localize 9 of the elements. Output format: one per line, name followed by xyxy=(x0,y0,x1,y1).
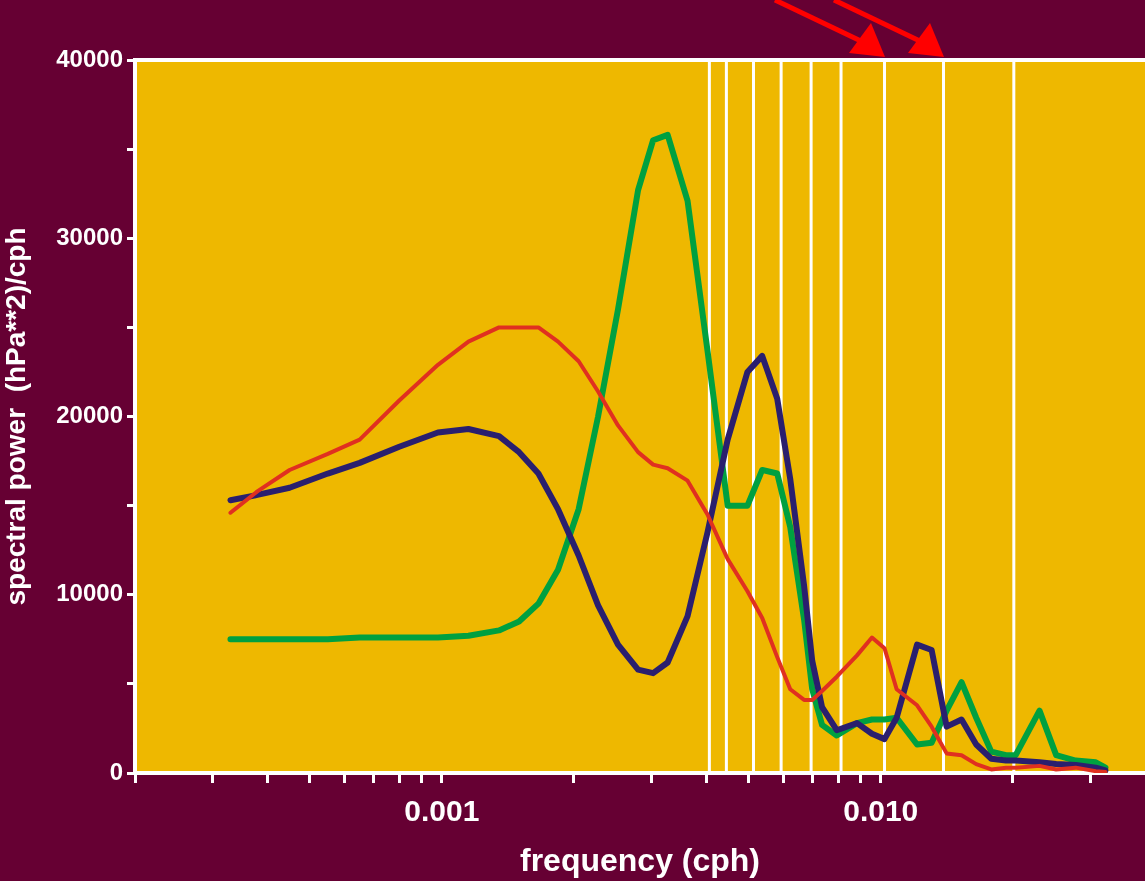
y-tick-label: 10000 xyxy=(56,579,123,607)
y-tick-label: 0 xyxy=(109,757,123,785)
y-tick-label: 20000 xyxy=(56,401,123,429)
y-axis-title: spectral power (hPa**2)/cph xyxy=(0,227,31,606)
x-tick-label: 0.010 xyxy=(843,794,919,828)
x-axis-title: frequency (cph) xyxy=(519,841,761,878)
y-tick-label: 40000 xyxy=(56,44,123,72)
y-tick-label: 30000 xyxy=(56,222,123,250)
x-tick-label: 0.001 xyxy=(404,794,480,828)
